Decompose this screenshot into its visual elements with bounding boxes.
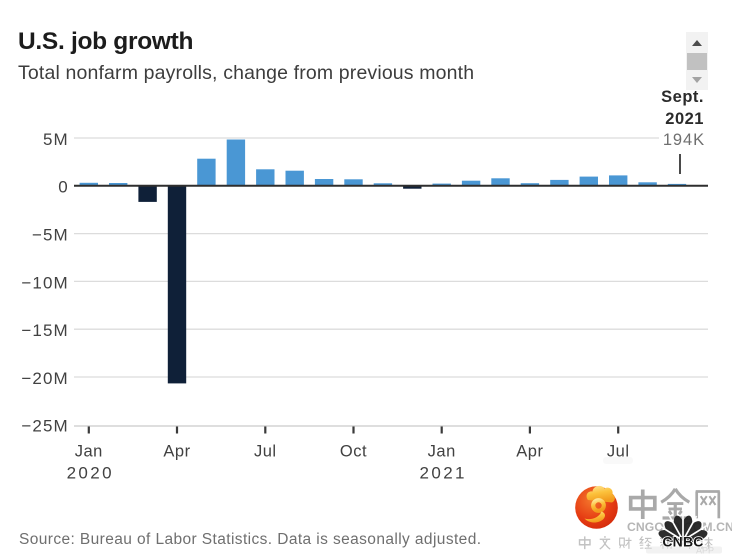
svg-text:Jan: Jan bbox=[428, 443, 456, 461]
svg-text:Oct: Oct bbox=[340, 443, 367, 461]
svg-text:Jul: Jul bbox=[607, 443, 630, 461]
svg-text:−15M: −15M bbox=[21, 321, 68, 340]
svg-text:−25M: −25M bbox=[21, 417, 68, 436]
svg-text:APP: APP bbox=[696, 546, 714, 556]
svg-text:−20M: −20M bbox=[21, 369, 68, 388]
svg-text:Apr: Apr bbox=[516, 443, 543, 461]
svg-text:0: 0 bbox=[58, 178, 69, 197]
svg-text:2021: 2021 bbox=[419, 464, 466, 483]
svg-text:Apr: Apr bbox=[163, 443, 190, 461]
svg-text:−5M: −5M bbox=[32, 226, 69, 245]
svg-text:CNBC: CNBC bbox=[662, 534, 703, 550]
svg-text:Jul: Jul bbox=[254, 443, 277, 461]
svg-text:Jan: Jan bbox=[75, 443, 103, 461]
svg-text:5M: 5M bbox=[43, 130, 69, 149]
svg-text:2020: 2020 bbox=[67, 464, 114, 483]
svg-text:−10M: −10M bbox=[21, 273, 68, 292]
